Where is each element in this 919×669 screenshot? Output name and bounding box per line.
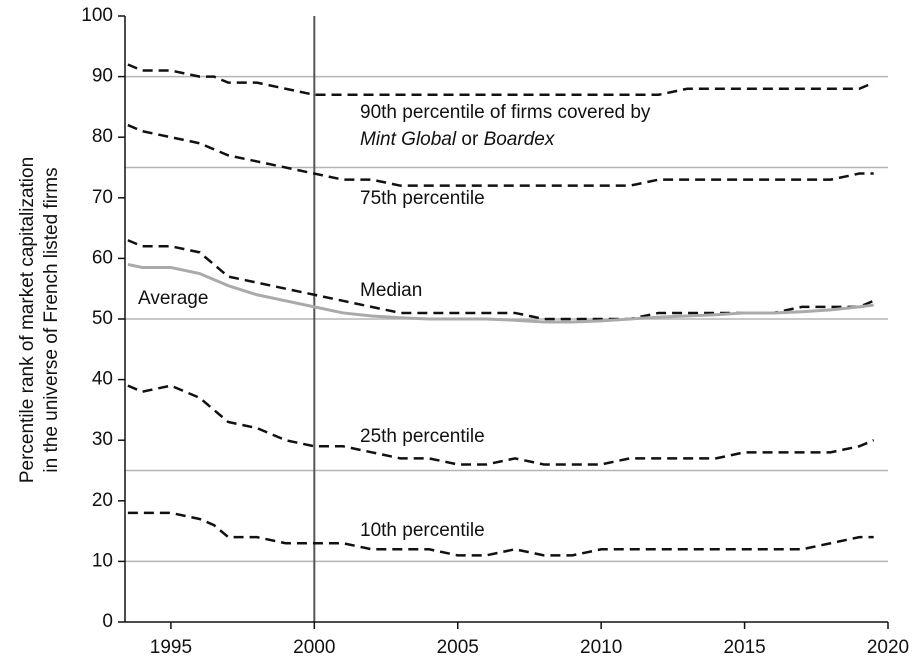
x-tick-label: 2000: [293, 637, 335, 658]
y-tick-label: 80: [92, 126, 113, 147]
x-tick-label: 2015: [723, 637, 765, 658]
y-tick-label: 70: [92, 187, 113, 208]
y-tick-label: 30: [92, 429, 113, 450]
y-tick-label: 40: [92, 369, 113, 390]
series-label: Average: [138, 288, 208, 309]
x-tick-label: 2020: [867, 637, 909, 658]
series-label: 10th percentile: [360, 520, 485, 541]
series-line: [127, 123, 874, 187]
y-tick-label: 50: [92, 308, 113, 329]
x-tick-label: 2005: [437, 637, 479, 658]
y-label-line: Percentile rank of market capitalization: [17, 157, 38, 483]
label-part: or: [456, 129, 483, 150]
y-tick-label: 100: [81, 5, 113, 26]
series-line: [127, 511, 874, 557]
series-label: Mint Global or Boardex: [360, 129, 556, 150]
x-tick-label: 1995: [150, 637, 192, 658]
series-label: 75th percentile: [360, 188, 485, 209]
y-tick-label: 10: [92, 550, 113, 571]
y-tick-label: 60: [92, 247, 113, 268]
series-line: [127, 63, 875, 97]
series-label: 90th percentile of firms covered by: [360, 102, 651, 123]
series-label: Median: [360, 280, 422, 301]
series-line: [127, 262, 874, 324]
y-axis-title: Percentile rank of market capitalization…: [17, 157, 62, 483]
series-line: [127, 239, 875, 321]
label-part: Boardex: [484, 129, 556, 150]
y-tick-label: 0: [102, 611, 113, 632]
y-tick-label: 90: [92, 66, 113, 87]
series-label: 25th percentile: [360, 426, 485, 447]
y-tick-label: 20: [92, 490, 113, 511]
series-line: [127, 384, 875, 466]
y-label-line: in the universe of French listed firms: [41, 167, 62, 472]
label-part: Mint Global: [360, 129, 457, 150]
x-tick-label: 2010: [580, 637, 622, 658]
